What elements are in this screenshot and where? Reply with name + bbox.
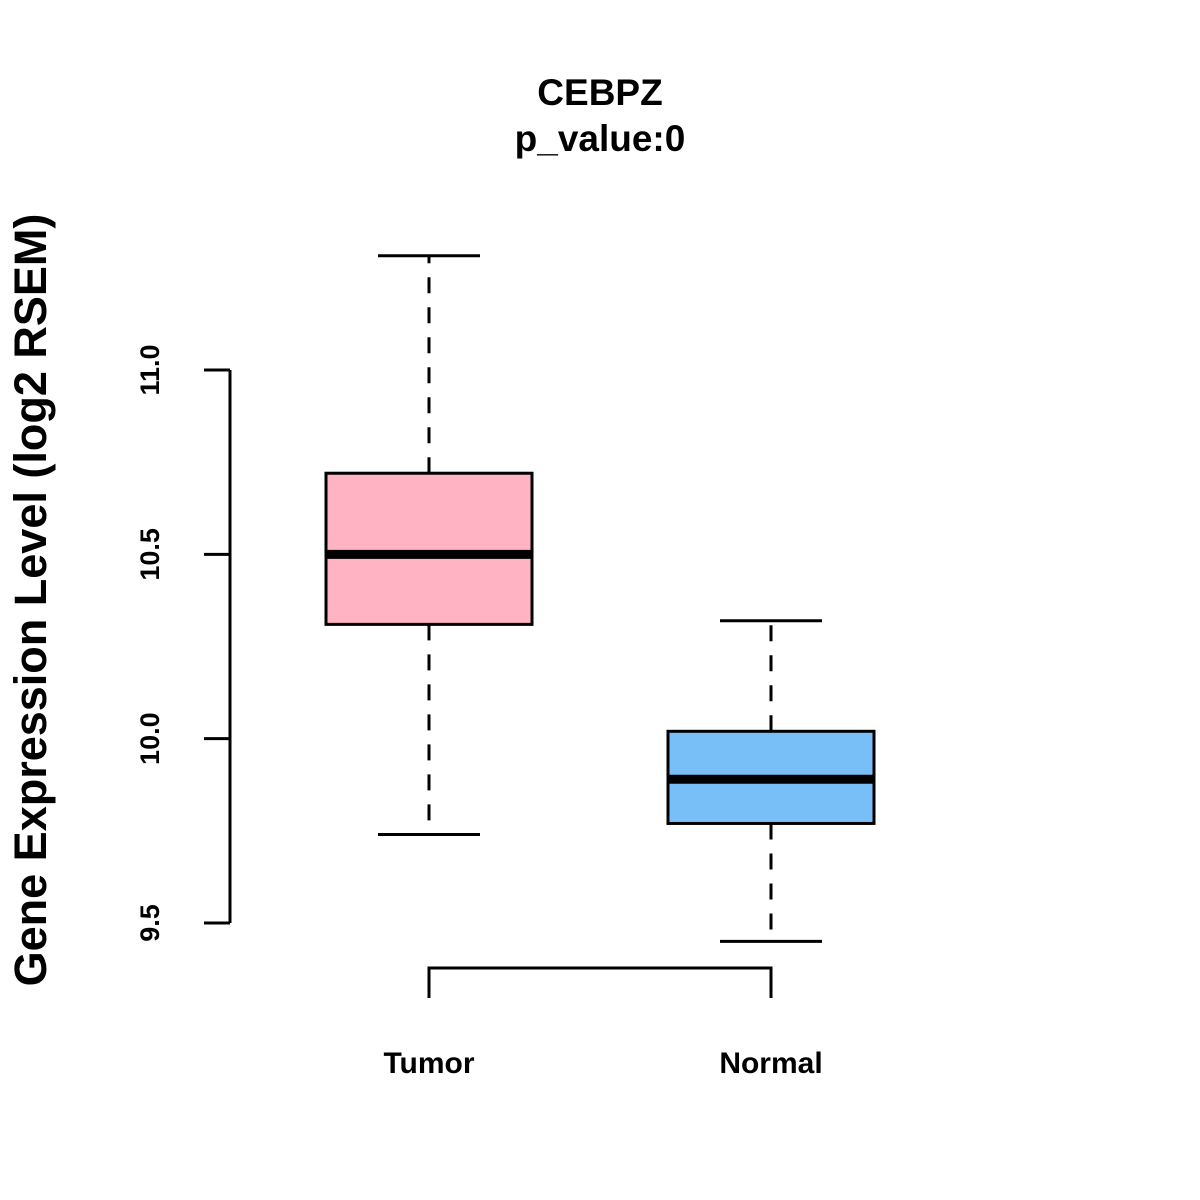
box-normal [666, 619, 876, 943]
y-tick-label-10.5: 10.5 [135, 528, 165, 581]
y-tick-label-11.0: 11.0 [135, 344, 165, 395]
y-axis: 9.5 10.0 10.5 11.0 [135, 344, 232, 942]
x-label-tumor: Tumor [383, 1047, 474, 1080]
chart-subtitle: p_value:0 [515, 118, 686, 159]
bracket-line [427, 966, 773, 998]
x-label-normal: Normal [719, 1047, 822, 1080]
comparison-bracket [427, 966, 773, 998]
boxes [324, 254, 876, 943]
y-axis-label: Gene Expression Level (log2 RSEM) [5, 214, 56, 987]
iqr-box-tumor [324, 471, 534, 626]
y-tick-label-9.5: 9.5 [135, 904, 165, 942]
x-axis-labels: Tumor Normal [383, 1047, 822, 1080]
chart-title: CEBPZ [537, 72, 662, 113]
y-tick-label-10.0: 10.0 [135, 712, 165, 765]
box-tumor [324, 254, 534, 837]
